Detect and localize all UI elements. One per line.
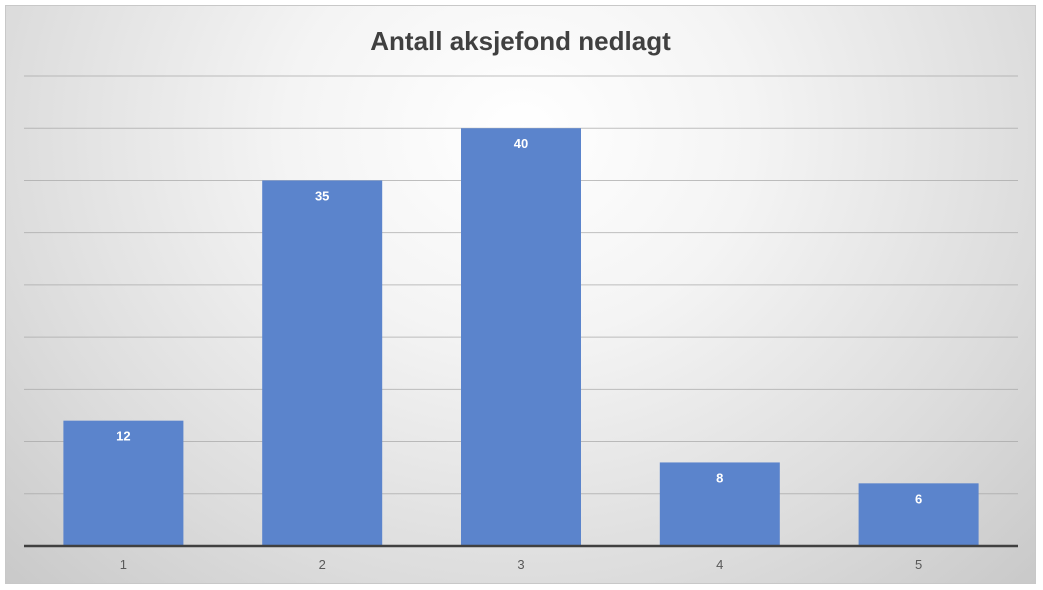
bar-3 bbox=[461, 128, 581, 546]
data-label-1: 12 bbox=[116, 429, 130, 444]
data-label-2: 35 bbox=[315, 188, 329, 203]
x-tick-label-3: 3 bbox=[517, 557, 524, 572]
data-label-3: 40 bbox=[514, 136, 528, 151]
bar-5 bbox=[858, 483, 979, 546]
bars: 12 35 40 8 6 bbox=[63, 128, 979, 546]
data-label-4: 8 bbox=[716, 470, 723, 485]
data-label-5: 6 bbox=[915, 491, 922, 506]
x-tick-label-5: 5 bbox=[915, 557, 922, 572]
x-tick-label-1: 1 bbox=[120, 557, 127, 572]
bar-4 bbox=[659, 462, 780, 546]
chart-title: Antall aksjefond nedlagt bbox=[370, 26, 671, 56]
bar-1 bbox=[63, 420, 184, 546]
bar-2 bbox=[262, 180, 383, 546]
x-tick-label-4: 4 bbox=[716, 557, 723, 572]
x-tick-labels: 1 2 3 4 5 bbox=[120, 557, 922, 572]
x-tick-label-2: 2 bbox=[319, 557, 326, 572]
